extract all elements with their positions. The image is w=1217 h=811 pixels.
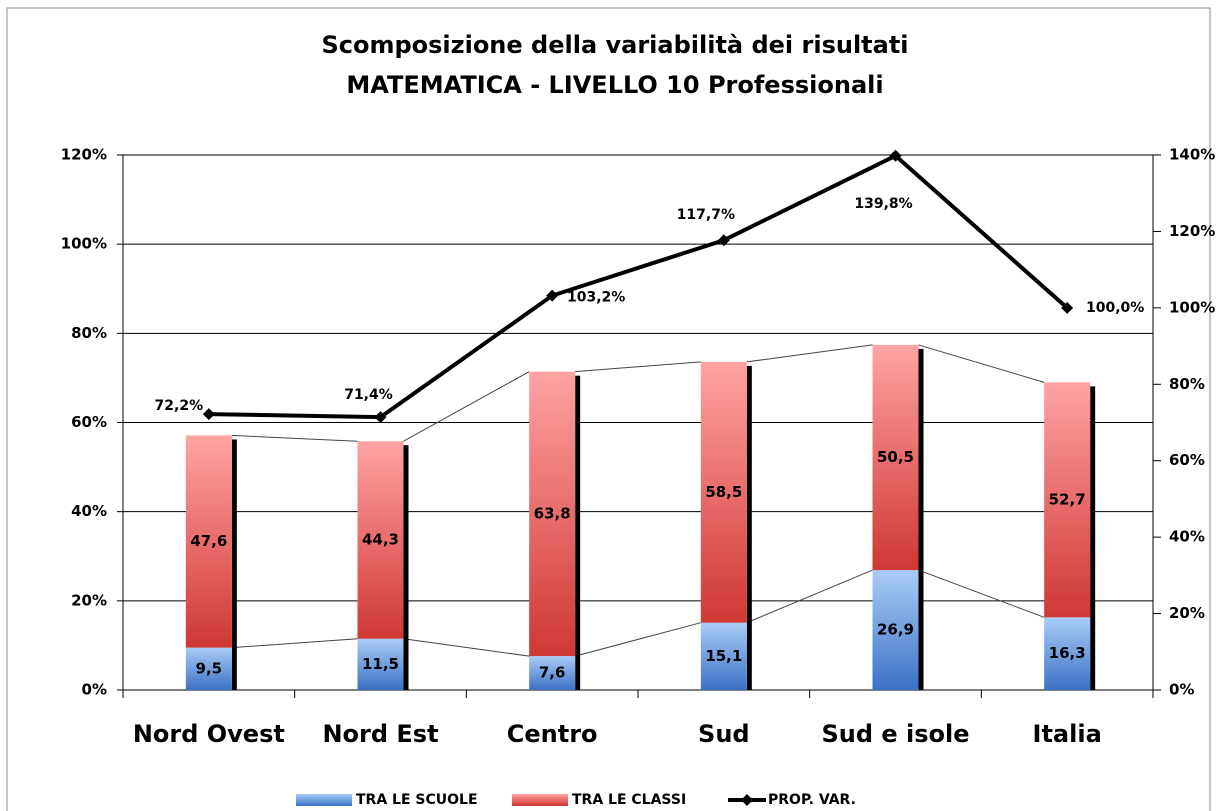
data-label: 7,6 (539, 664, 566, 682)
series-connector (231, 434, 358, 442)
line-series (208, 153, 1069, 420)
series-connector (575, 361, 701, 373)
data-label: 117,7% (677, 207, 735, 223)
line-marker (546, 289, 559, 302)
y-tick-label: 20% (71, 591, 107, 609)
data-label: 72,2% (155, 398, 204, 414)
data-label: 58,5 (705, 483, 742, 501)
bar-shadow (746, 365, 752, 690)
data-label: 9,5 (196, 659, 223, 677)
bar-segment (357, 638, 404, 690)
line-marker (717, 234, 730, 247)
series-connector (231, 638, 358, 649)
bar-segment (529, 656, 576, 690)
line-marker (374, 411, 387, 424)
data-label: 11,5 (362, 655, 399, 673)
data-label: 52,7 (1049, 490, 1086, 508)
bar-segment (1044, 617, 1091, 690)
y2-tick-label: 20% (1169, 604, 1205, 622)
y2-tick-label: 140% (1169, 146, 1215, 164)
data-label: 50,5 (877, 448, 914, 466)
y2-tick-label: 0% (1169, 681, 1194, 699)
bar-segment (185, 435, 232, 648)
bar-shadow (231, 439, 237, 690)
legend-label: TRA LE SCUOLE (356, 792, 478, 808)
series-connector (403, 371, 530, 442)
data-label: 100,0% (1086, 300, 1144, 316)
y2-tick-label: 100% (1169, 298, 1215, 316)
data-label: 15,1 (705, 647, 742, 665)
series-connector (746, 569, 873, 624)
bar-shadow (403, 445, 409, 690)
bar-segment (700, 622, 747, 690)
series-connector (918, 344, 1045, 383)
bar-segment (185, 647, 232, 690)
y2-tick-label: 120% (1169, 222, 1215, 240)
data-label: 71,4% (344, 387, 393, 403)
bar-segment (357, 441, 404, 639)
data-label: 26,9 (877, 621, 914, 639)
y-tick-label: 120% (61, 146, 107, 164)
line-marker (202, 408, 215, 421)
bar-segment (700, 361, 747, 623)
data-label: 16,3 (1049, 644, 1086, 662)
series-connector (403, 638, 530, 657)
line-marker (1061, 301, 1074, 314)
x-tick-label: Nord Ovest (133, 720, 285, 748)
y-tick-label: 100% (61, 235, 107, 253)
bar-segment (872, 344, 919, 571)
legend-label: PROP. VAR. (768, 792, 856, 808)
bar-segment (1044, 382, 1091, 618)
legend-marker (741, 794, 753, 806)
data-label: 44,3 (362, 530, 399, 548)
chart-subtitle: MATEMATICA - LIVELLO 10 Professionali (346, 71, 883, 99)
x-tick-label: Italia (1033, 720, 1102, 748)
data-label: 47,6 (190, 532, 227, 550)
x-tick-label: Sud (698, 720, 750, 748)
series-connector (918, 569, 1045, 618)
legend-label: TRA LE CLASSI (572, 792, 686, 808)
x-tick-label: Nord Est (322, 720, 438, 748)
data-label: 139,8% (854, 196, 912, 212)
x-tick-label: Centro (507, 720, 598, 748)
y2-tick-label: 40% (1169, 528, 1205, 546)
bar-segment (529, 371, 576, 657)
bar-shadow (918, 348, 924, 690)
y2-tick-label: 60% (1169, 451, 1205, 469)
line-marker (889, 149, 902, 162)
x-tick-label: Sud e isole (821, 720, 969, 748)
y-tick-label: 40% (71, 502, 107, 520)
y2-tick-label: 80% (1169, 375, 1205, 393)
series-connector (746, 344, 873, 363)
chart-title: Scomposizione della variabilità dei risu… (321, 31, 908, 59)
legend-swatch (296, 794, 352, 806)
bar-shadow (575, 375, 581, 690)
bar-segment (872, 570, 919, 690)
y-tick-label: 80% (71, 324, 107, 342)
y-tick-label: 0% (82, 681, 107, 699)
legend-swatch (512, 794, 568, 806)
y-tick-label: 60% (71, 413, 107, 431)
bar-shadow (1090, 386, 1096, 690)
data-label: 103,2% (567, 290, 625, 306)
data-label: 63,8 (534, 504, 571, 522)
series-connector (575, 622, 701, 657)
